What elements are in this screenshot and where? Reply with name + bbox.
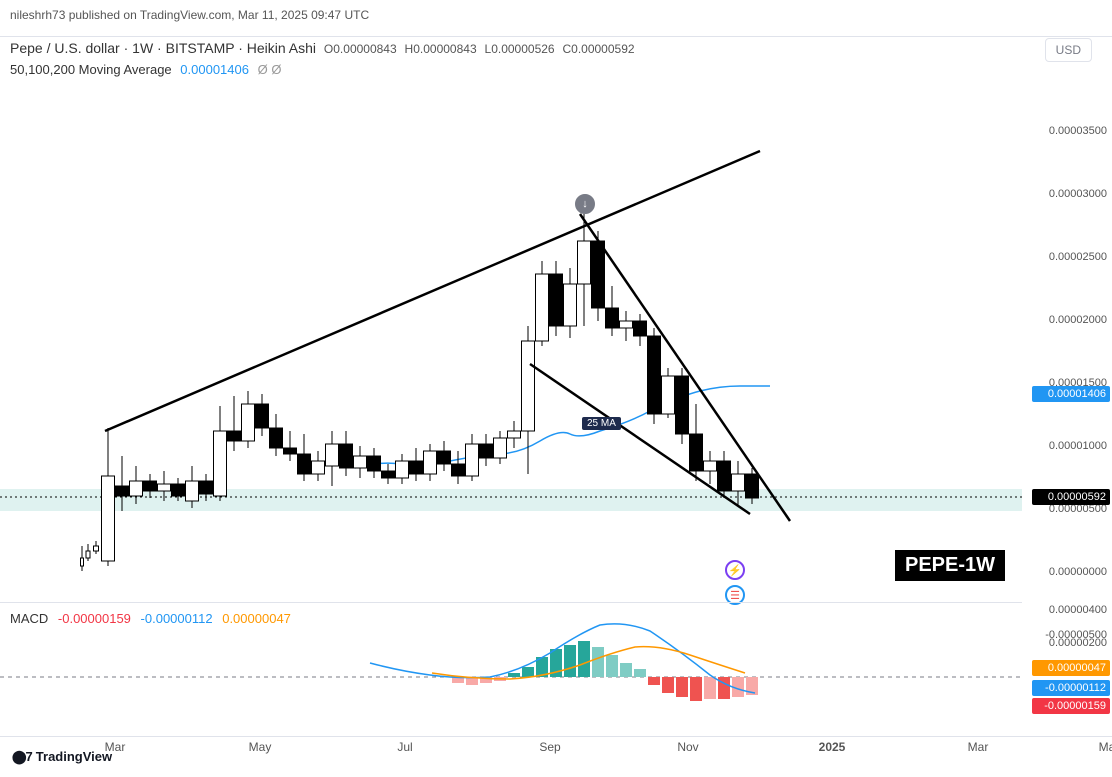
time-tick: 2025 (819, 740, 846, 754)
tv-icon: ⬤7 (12, 749, 32, 764)
macd-b: -0.00000112 (141, 611, 213, 626)
macd-tag: -0.00000112 (1032, 680, 1110, 696)
macd-tag: 0.00000047 (1032, 660, 1110, 676)
time-tick: Mar (968, 740, 989, 754)
price-tick: 0.00002000 (1049, 314, 1107, 326)
publish-info: nileshrh73 published on TradingView.com,… (10, 8, 369, 22)
macd-axis: 0.00000400 0.00000200 0.00000047 -0.0000011… (1022, 602, 1112, 737)
price-tick: 0.00003500 (1049, 125, 1107, 137)
price-tick: 0.00003000 (1049, 188, 1107, 200)
price-tick: 0.00000000 (1049, 566, 1107, 578)
macd-tag: -0.00000159 (1032, 698, 1110, 714)
time-axis: MarMayJulSepNov2025MarMayJul (0, 737, 1022, 762)
macd-panel[interactable]: MACD -0.00000159 -0.00000112 0.00000047 (0, 602, 1022, 737)
price-tick: 0.00001000 (1049, 440, 1107, 452)
time-tick: May (1099, 740, 1112, 754)
macd-tick: 0.00000200 (1049, 637, 1107, 649)
indicator-icon[interactable]: ⚡ (725, 560, 745, 580)
macd-label: MACD -0.00000159 -0.00000112 0.00000047 (10, 611, 291, 626)
footer-text: TradingView (36, 749, 112, 764)
macd-name: MACD (10, 611, 48, 626)
macd-o: 0.00000047 (222, 611, 291, 626)
time-tick: Sep (539, 740, 560, 754)
price-axis: 0.00003500 0.00003000 0.00002500 0.00002000… (1022, 36, 1112, 602)
tradingview-logo: ⬤7 TradingView (12, 749, 112, 765)
time-tick: Jul (397, 740, 412, 754)
price-chart[interactable] (0, 36, 1022, 638)
time-tick: Nov (677, 740, 698, 754)
price-tag: 0.00000592 (1032, 489, 1110, 505)
time-tick: May (249, 740, 272, 754)
ticker-badge: PEPE-1W (895, 550, 1005, 581)
arrow-down-icon: ↓ (575, 194, 595, 214)
macd-r: -0.00000159 (58, 611, 131, 626)
macd-tick: 0.00000400 (1049, 604, 1107, 616)
price-tick: 0.00002500 (1049, 251, 1107, 263)
price-tag: 0.00001406 (1032, 386, 1110, 402)
ma-tag-label: 25 MA (582, 417, 621, 430)
